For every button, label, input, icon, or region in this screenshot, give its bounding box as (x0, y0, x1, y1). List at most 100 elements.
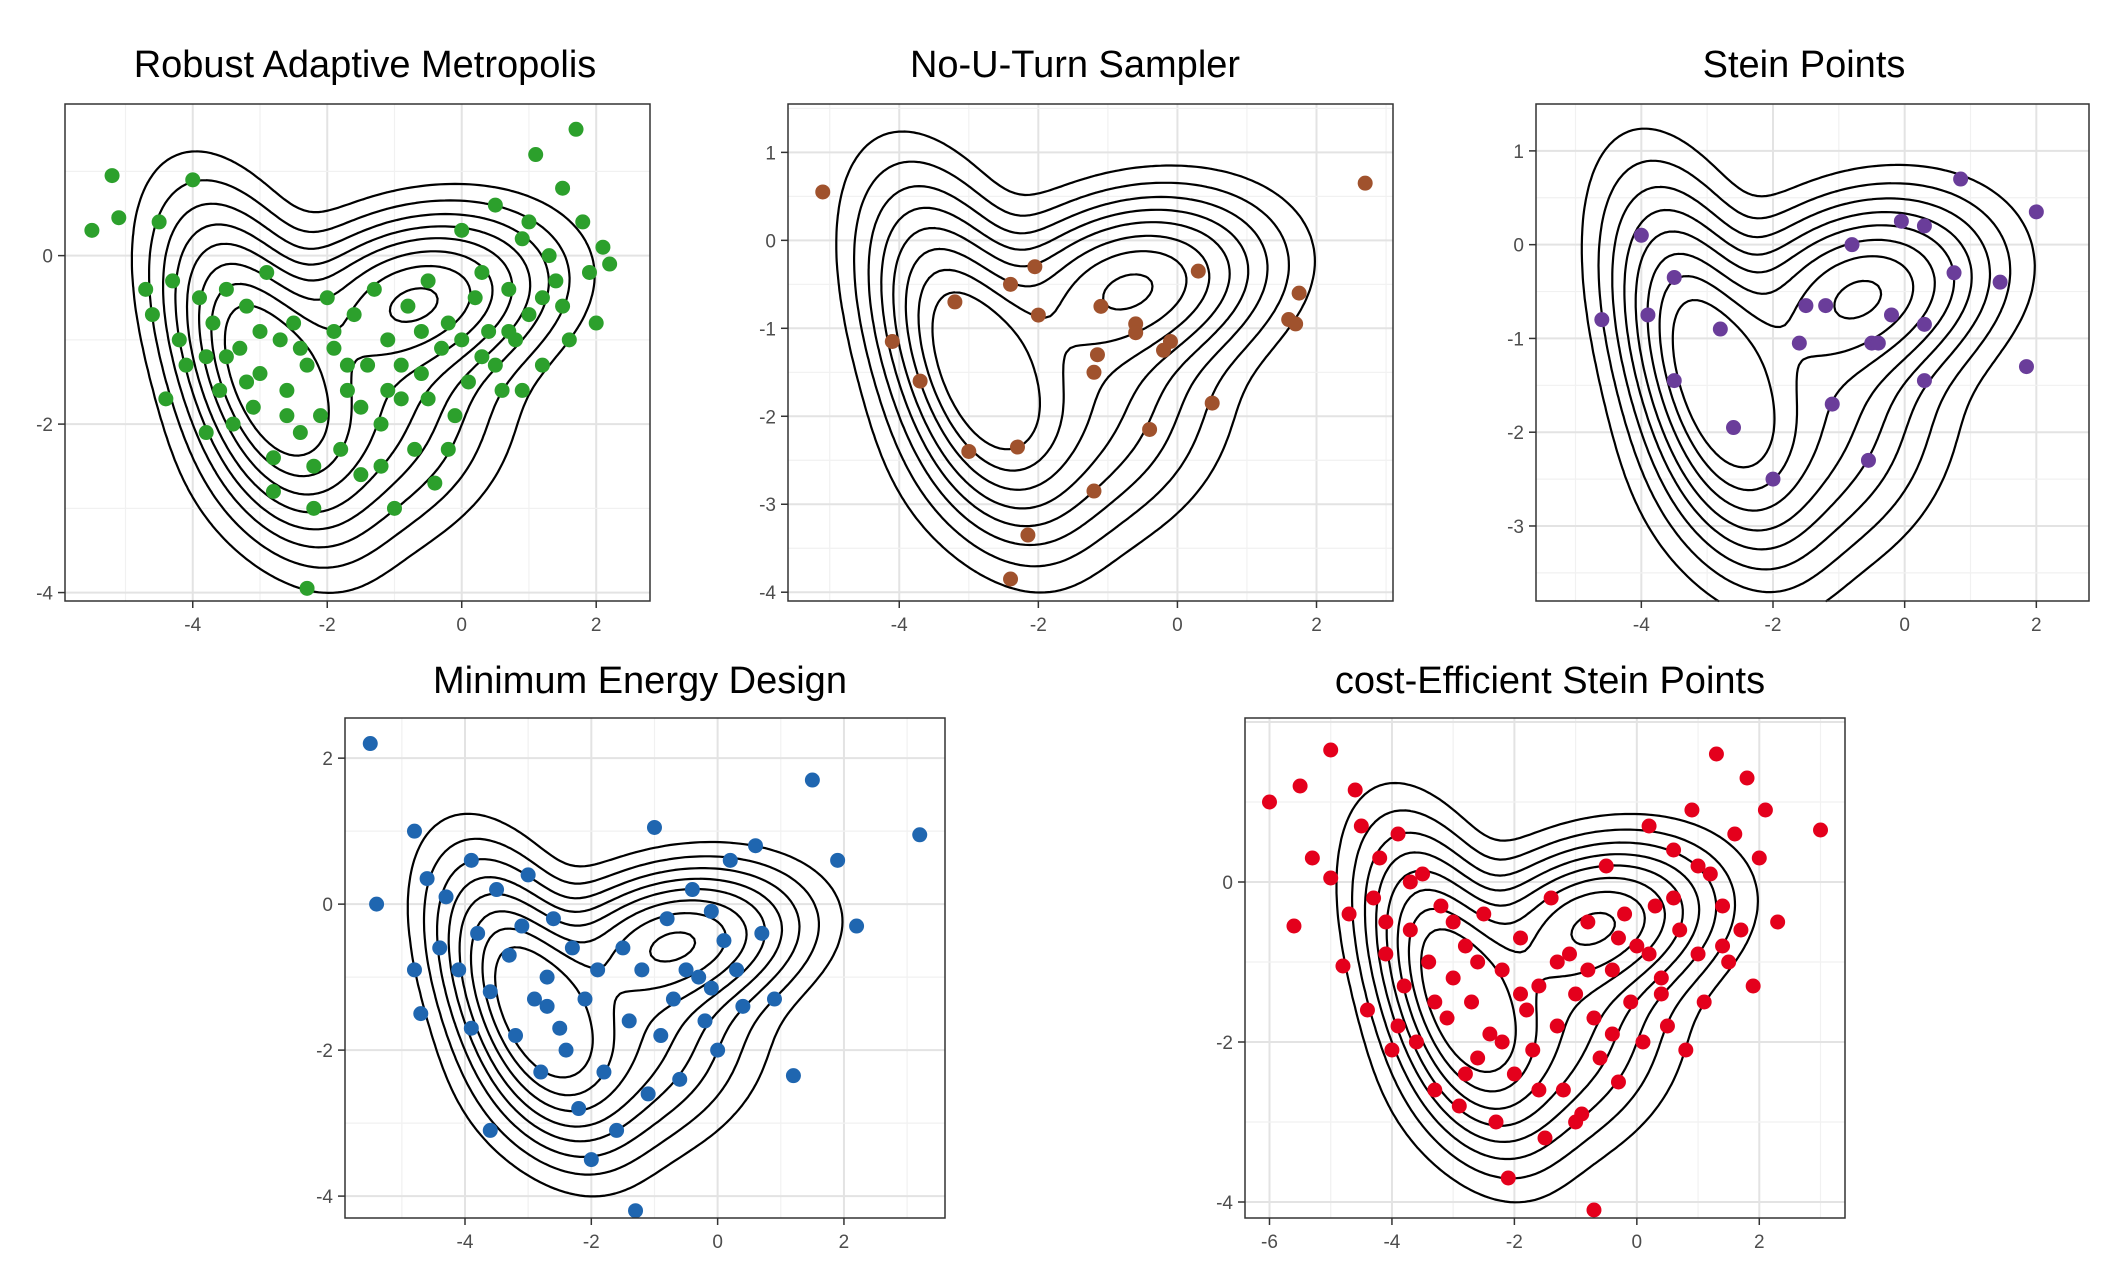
data-point (191, 290, 207, 306)
plot-background (65, 104, 650, 601)
data-point (548, 273, 564, 289)
data-point (265, 483, 281, 499)
data-point (1893, 213, 1909, 229)
data-point (218, 281, 234, 297)
data-point (279, 382, 295, 398)
contour-line (835, 130, 1316, 594)
data-point (577, 991, 593, 1007)
data-point (1359, 1002, 1375, 1018)
data-point (568, 121, 584, 137)
y-tick-label: 0 (1513, 236, 1524, 257)
points (84, 121, 618, 596)
data-point (406, 823, 422, 839)
data-point (521, 214, 537, 230)
data-point (406, 962, 422, 978)
y-tick-label: -4 (316, 1187, 333, 1208)
data-point (1765, 471, 1781, 487)
data-point (534, 290, 550, 306)
y-tick-label: 0 (765, 231, 776, 252)
data-point (1390, 1018, 1406, 1034)
data-point (400, 298, 416, 314)
data-point (1427, 994, 1443, 1010)
data-point (514, 382, 530, 398)
data-point (1733, 922, 1749, 938)
data-point (1666, 842, 1682, 858)
scatter-plot: -6 -4 -2 0 2 -4 -2 0 (1216, 717, 1846, 1253)
data-point (634, 962, 650, 978)
x-tick-label: -4 (1633, 615, 1650, 636)
data-point (1421, 954, 1437, 970)
data-point (1610, 930, 1626, 946)
data-point (1916, 218, 1932, 234)
data-point (366, 281, 382, 297)
data-point (1500, 1170, 1516, 1186)
data-point (292, 340, 308, 356)
data-point (539, 969, 555, 985)
data-point (716, 933, 732, 949)
data-point (1543, 890, 1559, 906)
data-point (286, 315, 302, 331)
y-tick-label: 0 (1222, 873, 1233, 894)
data-point (588, 315, 604, 331)
x-tick-label: -4 (457, 1232, 474, 1253)
contour-line (1580, 127, 2036, 603)
data-point (1372, 850, 1388, 866)
data-point (830, 852, 846, 868)
data-point (178, 357, 194, 373)
data-point (615, 940, 631, 956)
panel-med: Minimum Energy Design -4 -2 0 2 -4 -2 0 2 (280, 650, 980, 1281)
data-point (583, 1152, 599, 1168)
data-point (1666, 890, 1682, 906)
data-point (961, 443, 977, 459)
data-point (1030, 307, 1046, 323)
data-point (1341, 906, 1357, 922)
data-point (514, 918, 530, 934)
data-point (1594, 312, 1610, 328)
data-point (609, 1122, 625, 1138)
data-point (1623, 994, 1639, 1010)
data-point (467, 290, 483, 306)
data-point (1690, 946, 1706, 962)
data-point (571, 1101, 587, 1117)
x-tick-label: -4 (891, 615, 908, 636)
data-point (581, 264, 597, 280)
data-point (1617, 906, 1633, 922)
y-tick-label: -3 (759, 495, 776, 516)
data-point (628, 1203, 644, 1219)
data-point (1288, 316, 1304, 332)
plot-border (1535, 103, 2090, 602)
data-point (1641, 946, 1657, 962)
data-point (1580, 914, 1596, 930)
data-point (703, 980, 719, 996)
data-point (1604, 962, 1620, 978)
data-point (520, 867, 536, 883)
x-tick-label: 2 (1311, 615, 1322, 636)
data-point (1445, 970, 1461, 986)
data-point (1592, 1050, 1608, 1066)
data-point (1513, 930, 1529, 946)
data-point (555, 180, 571, 196)
data-point (333, 441, 349, 457)
data-point (144, 307, 160, 323)
x-tick-label: -4 (1383, 1232, 1400, 1253)
data-point (419, 871, 435, 887)
data-point (1286, 918, 1302, 934)
data-point (1093, 298, 1109, 314)
density-contours (406, 812, 844, 1198)
data-point (501, 323, 517, 339)
data-point (1696, 994, 1712, 1010)
data-point (212, 382, 228, 398)
points (815, 175, 1373, 587)
contour-line (1634, 224, 1956, 532)
data-point (1086, 483, 1102, 499)
data-point (1870, 335, 1886, 351)
data-point (729, 962, 745, 978)
data-point (1757, 802, 1773, 818)
data-point (1531, 978, 1547, 994)
data-point (326, 323, 342, 339)
data-point (1027, 259, 1043, 275)
data-point (748, 838, 764, 854)
data-point (1586, 1010, 1602, 1026)
data-point (1427, 1082, 1443, 1098)
data-point (1715, 898, 1731, 914)
